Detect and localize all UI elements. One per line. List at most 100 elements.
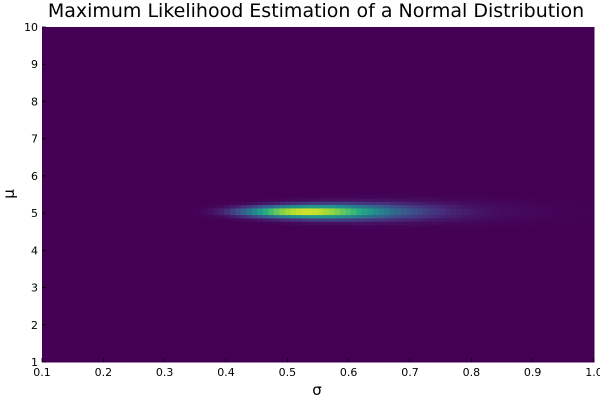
heatmap-cell <box>251 251 258 256</box>
heatmap-cell <box>207 241 214 246</box>
heatmap-cell <box>207 217 214 222</box>
heatmap-cell <box>461 221 468 226</box>
heatmap-cell <box>544 355 551 360</box>
heatmap-cell <box>295 321 302 326</box>
heatmap-cell <box>58 197 65 202</box>
heatmap-cell <box>152 331 159 336</box>
heatmap-cell <box>588 301 595 306</box>
heatmap-cell <box>494 331 501 336</box>
heatmap-cell <box>378 197 385 202</box>
heatmap-cell <box>433 311 440 316</box>
heatmap-cell <box>461 251 468 256</box>
heatmap-cell <box>152 328 159 333</box>
heatmap-cell <box>318 244 325 249</box>
heatmap-cell <box>461 301 468 306</box>
heatmap-cell <box>124 291 131 296</box>
heatmap-cell <box>246 268 253 273</box>
heatmap-cell <box>422 338 429 343</box>
heatmap-cell <box>400 281 407 286</box>
heatmap-cell <box>461 281 468 286</box>
heatmap-cell <box>318 224 325 229</box>
heatmap-cell <box>362 308 369 313</box>
heatmap-cell <box>522 238 529 242</box>
heatmap-cell <box>97 214 104 219</box>
heatmap-cell <box>146 298 153 303</box>
heatmap-cell <box>174 284 181 289</box>
heatmap-cell <box>262 358 269 363</box>
heatmap-cell <box>433 358 440 363</box>
heatmap-cell <box>268 311 275 316</box>
heatmap-cell <box>356 217 363 222</box>
heatmap-cell <box>461 271 468 276</box>
heatmap-cell <box>185 248 192 252</box>
heatmap-cell <box>174 274 181 279</box>
heatmap-cell <box>196 331 203 336</box>
heatmap-cell <box>560 284 567 289</box>
heatmap-cell <box>152 258 159 262</box>
heatmap-cell <box>235 355 242 360</box>
heatmap-cell <box>334 238 341 242</box>
heatmap-cell <box>345 351 352 356</box>
heatmap-cell <box>91 284 98 289</box>
heatmap-cell <box>240 315 247 319</box>
heatmap-cell <box>538 238 545 242</box>
heatmap-cell <box>411 315 418 319</box>
heatmap-cell <box>582 318 589 323</box>
heatmap-cell <box>329 264 336 269</box>
heatmap-cell <box>511 214 518 219</box>
heatmap-cell <box>522 355 529 360</box>
heatmap-cell <box>97 315 104 319</box>
heatmap-cell <box>323 221 330 226</box>
heatmap-cell <box>378 278 385 283</box>
heatmap-cell <box>42 258 49 262</box>
heatmap-cell <box>152 244 159 249</box>
heatmap-cell <box>295 264 302 269</box>
heatmap-cell <box>257 201 264 206</box>
heatmap-cell <box>461 341 468 346</box>
heatmap-cell <box>450 284 457 289</box>
heatmap-cell <box>527 231 534 236</box>
heatmap-cell <box>450 331 457 336</box>
heatmap-cell <box>157 221 164 226</box>
heatmap-cell <box>124 234 131 239</box>
heatmap-cell <box>571 221 578 226</box>
heatmap-cell <box>124 194 131 199</box>
heatmap-cell <box>268 358 275 363</box>
heatmap-cell <box>180 228 187 232</box>
heatmap-cell <box>500 284 507 289</box>
heatmap-cell <box>246 284 253 289</box>
heatmap-cell <box>516 284 523 289</box>
heatmap-cell <box>69 278 76 283</box>
heatmap-cell <box>582 311 589 316</box>
heatmap-cell <box>174 201 181 206</box>
heatmap-cell <box>422 355 429 360</box>
heatmap-cell <box>566 341 573 346</box>
heatmap-cell <box>246 305 253 309</box>
heatmap-cell <box>75 298 82 303</box>
heatmap-cell <box>218 331 225 336</box>
heatmap-cell <box>356 345 363 350</box>
heatmap-cell <box>80 207 87 212</box>
heatmap-cell <box>141 207 148 212</box>
heatmap-cell <box>251 321 258 326</box>
heatmap-cell <box>323 244 330 249</box>
heatmap-cell <box>262 331 269 336</box>
heatmap-cell <box>560 328 567 333</box>
heatmap-cell <box>500 345 507 350</box>
heatmap-cell <box>257 338 264 343</box>
heatmap-cell <box>141 355 148 360</box>
heatmap-cell <box>500 248 507 252</box>
heatmap-cell <box>235 234 242 239</box>
heatmap-cell <box>378 258 385 262</box>
heatmap-cell <box>97 221 104 226</box>
heatmap-cell <box>290 308 297 313</box>
heatmap-cell <box>113 238 120 242</box>
heatmap-cell <box>373 351 380 356</box>
heatmap-cell <box>47 355 54 360</box>
heatmap-cell <box>505 358 512 363</box>
heatmap-cell <box>130 197 137 202</box>
heatmap-cell <box>417 228 424 232</box>
heatmap-cell <box>113 248 120 252</box>
heatmap-cell <box>505 224 512 229</box>
heatmap-cell <box>367 231 374 236</box>
